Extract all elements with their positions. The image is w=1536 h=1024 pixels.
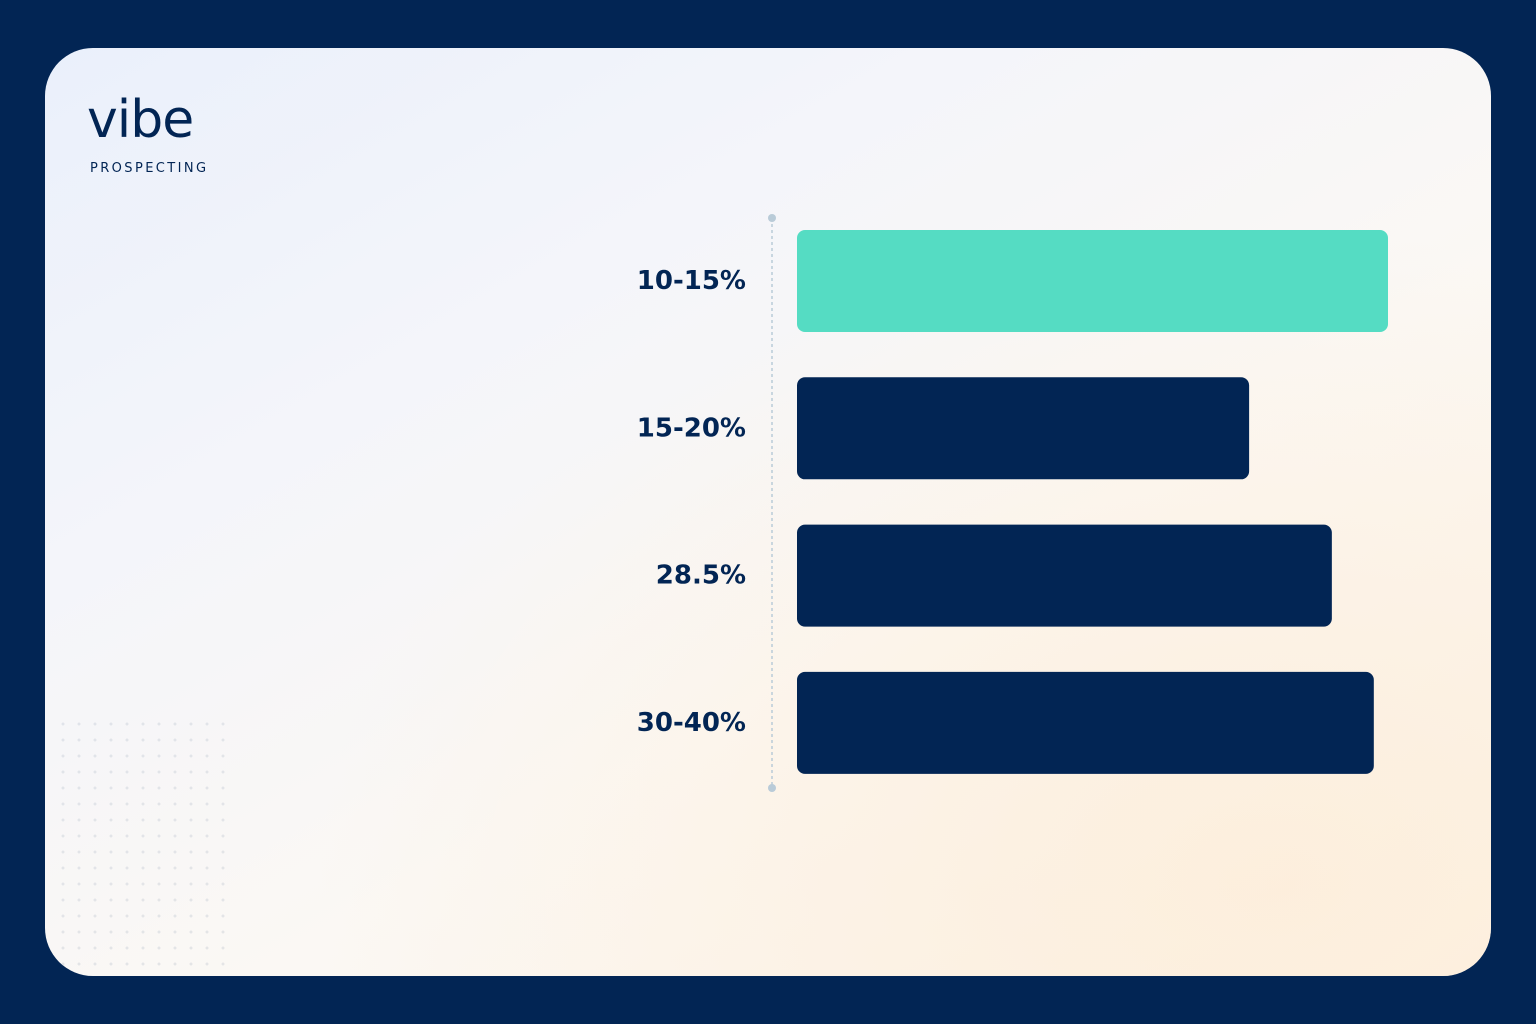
category-label-28.5%: 28.5% bbox=[656, 561, 746, 591]
chart-card: vibe PROSPECTING 10-15% 15-20% 28.5% 30-40% bbox=[45, 48, 1491, 976]
bar-28.5% bbox=[797, 524, 1332, 627]
category-label-10-15%: 10-15% bbox=[637, 266, 746, 296]
bar-15-20% bbox=[797, 377, 1250, 480]
brand-name: vibe bbox=[87, 90, 194, 150]
bar-30-40% bbox=[797, 671, 1374, 774]
category-label-15-20%: 15-20% bbox=[637, 413, 746, 443]
category-label-30-40%: 30-40% bbox=[637, 708, 746, 738]
axis-top-dot bbox=[768, 214, 776, 222]
brand-logo: vibe PROSPECTING bbox=[87, 94, 237, 180]
bar-chart: 10-15% 15-20% 28.5% 30-40% bbox=[637, 214, 1388, 792]
brand-tagline: PROSPECTING bbox=[90, 161, 209, 176]
dot-pattern bbox=[55, 716, 230, 966]
bar-10-15% bbox=[797, 230, 1388, 332]
card-glow bbox=[45, 48, 1491, 976]
axis-bottom-dot bbox=[768, 784, 776, 792]
